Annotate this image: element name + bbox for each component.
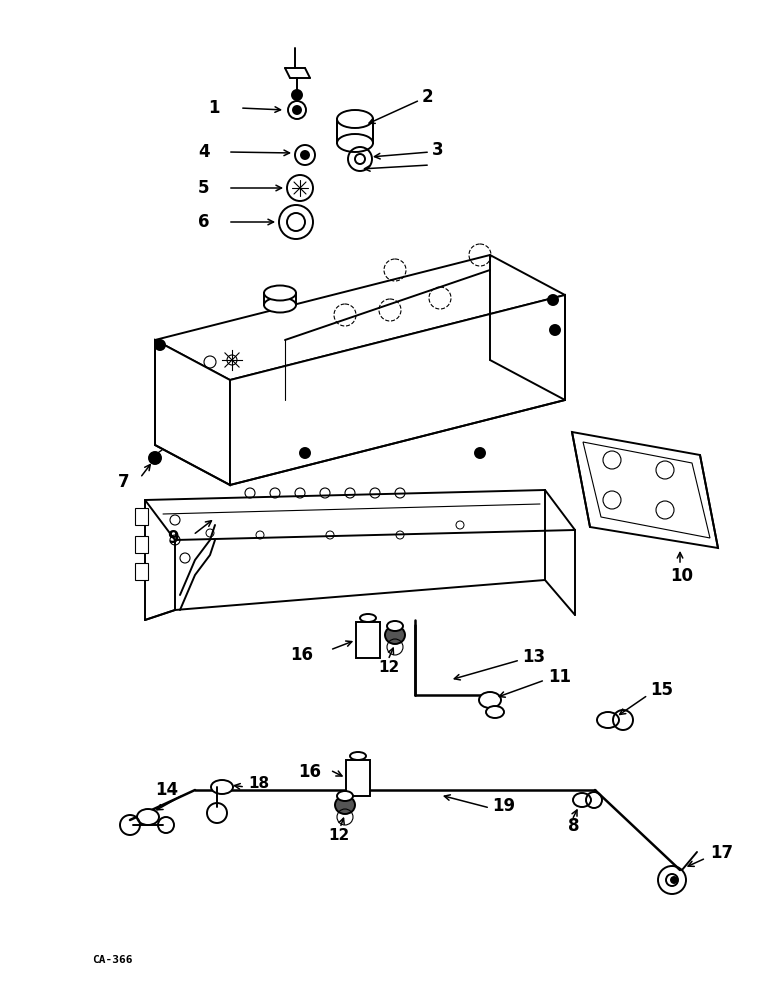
Ellipse shape — [264, 286, 296, 300]
Text: 8: 8 — [568, 817, 580, 835]
Polygon shape — [583, 442, 710, 538]
Polygon shape — [155, 255, 565, 380]
Circle shape — [475, 448, 485, 458]
Ellipse shape — [335, 796, 355, 814]
Polygon shape — [572, 432, 718, 548]
Ellipse shape — [387, 621, 403, 631]
Text: 19: 19 — [492, 797, 515, 815]
Polygon shape — [135, 536, 148, 553]
Text: 3: 3 — [432, 141, 444, 159]
Polygon shape — [135, 563, 148, 580]
Ellipse shape — [597, 712, 619, 728]
Ellipse shape — [337, 791, 353, 801]
Text: 9: 9 — [167, 529, 178, 547]
Ellipse shape — [385, 626, 405, 644]
Polygon shape — [337, 119, 373, 143]
Text: 16: 16 — [298, 763, 321, 781]
Polygon shape — [346, 760, 370, 796]
Text: 18: 18 — [248, 776, 269, 790]
Text: 11: 11 — [548, 668, 571, 686]
Text: 7: 7 — [118, 473, 130, 491]
Circle shape — [155, 340, 165, 350]
Text: 16: 16 — [290, 646, 313, 664]
Text: 4: 4 — [198, 143, 210, 161]
Circle shape — [300, 448, 310, 458]
Circle shape — [293, 106, 301, 114]
Ellipse shape — [337, 110, 373, 128]
Text: CA-366: CA-366 — [92, 955, 132, 965]
Ellipse shape — [350, 752, 366, 760]
Text: 15: 15 — [650, 681, 673, 699]
Polygon shape — [356, 622, 380, 658]
Circle shape — [149, 452, 161, 464]
Polygon shape — [155, 340, 230, 485]
Text: 6: 6 — [198, 213, 209, 231]
Text: 12: 12 — [328, 828, 349, 844]
Ellipse shape — [264, 298, 296, 312]
Text: 10: 10 — [670, 567, 693, 585]
Ellipse shape — [337, 134, 373, 152]
Text: 2: 2 — [422, 88, 434, 106]
Circle shape — [671, 877, 677, 883]
Circle shape — [292, 90, 302, 100]
Circle shape — [548, 295, 558, 305]
Ellipse shape — [479, 692, 501, 708]
Ellipse shape — [360, 614, 376, 622]
Text: 17: 17 — [710, 844, 733, 862]
Polygon shape — [135, 508, 148, 525]
Text: 1: 1 — [208, 99, 219, 117]
Circle shape — [550, 325, 560, 335]
Text: 5: 5 — [198, 179, 209, 197]
Ellipse shape — [137, 809, 159, 825]
Polygon shape — [230, 295, 565, 485]
Circle shape — [301, 151, 309, 159]
Ellipse shape — [573, 793, 591, 807]
Text: 12: 12 — [378, 660, 399, 676]
Text: 14: 14 — [155, 781, 178, 799]
Text: 13: 13 — [522, 648, 545, 666]
Ellipse shape — [211, 780, 233, 794]
Ellipse shape — [486, 706, 504, 718]
